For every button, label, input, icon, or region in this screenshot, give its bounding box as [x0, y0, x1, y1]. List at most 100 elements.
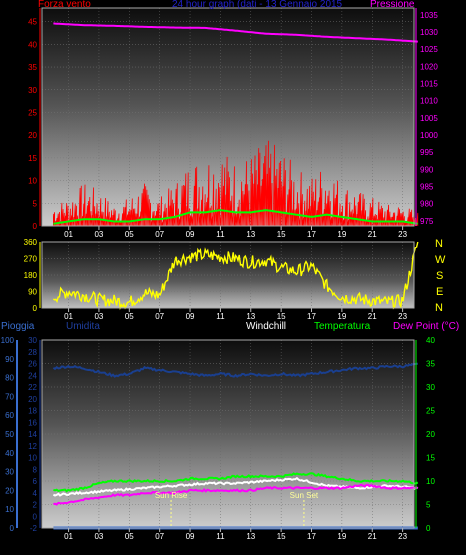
humidity-y-tick-label: 30 [28, 336, 37, 345]
sun-rise-label: Sun Rise [155, 491, 188, 500]
humidity-y-tick-label: 18 [28, 407, 37, 416]
temperature-y-tick-label: 20 [426, 430, 435, 439]
panel-frame [41, 7, 415, 227]
temperature-y-tick-label: 40 [426, 336, 435, 345]
wind-y-tick-label: 5 [33, 199, 38, 208]
rain-y-tick-label: 10 [5, 505, 14, 514]
humidity-y-tick-label: 12 [28, 442, 37, 451]
humidity-y-tick-label: 16 [28, 418, 37, 427]
humidity-y-tick-label: 2 [33, 501, 38, 510]
x-tick-label: 01 [64, 312, 73, 321]
wind-y-tick-label: 15 [28, 154, 37, 163]
dew-point-series [53, 483, 419, 506]
humidity-y-tick-label: 8 [33, 465, 38, 474]
direction-y-tick-label: 90 [28, 288, 37, 297]
wind-y-tick-label: 10 [28, 177, 37, 186]
wind-y-tick-label: 45 [28, 18, 37, 27]
temperature-y-tick-label: 15 [426, 454, 435, 463]
x-tick-label: 17 [307, 532, 316, 541]
direction-y-tick-label: 180 [24, 271, 38, 280]
x-tick-label: 09 [186, 312, 195, 321]
pressure-y-tick-label: 990 [420, 165, 434, 174]
pressure-y-tick-label: 995 [420, 148, 434, 157]
rain-y-tick-label: 70 [5, 392, 14, 401]
humidity-y-tick-label: 20 [28, 395, 37, 404]
x-tick-label: 15 [277, 230, 286, 239]
wind-force-label: Forza vento [38, 0, 91, 10]
x-tick-label: 21 [368, 532, 377, 541]
x-tick-label: 13 [246, 230, 255, 239]
pressure-y-tick-label: 985 [420, 183, 434, 192]
humidity-y-tick-label: 24 [28, 371, 37, 380]
temperature-y-tick-label: 35 [426, 360, 435, 369]
panel-frame [41, 339, 415, 529]
pressure-y-tick-label: 980 [420, 200, 434, 209]
rain-y-tick-label: 100 [1, 336, 15, 345]
dew-point-label: Dew Point (°C) [393, 321, 460, 332]
humidity-y-tick-label: 26 [28, 360, 37, 369]
rain-y-tick-label: 0 [10, 524, 15, 533]
rain-y-tick-label: 30 [5, 468, 14, 477]
pressure-y-tick-label: 1025 [420, 45, 438, 54]
wind-y-tick-label: 0 [33, 222, 38, 231]
panel-frame [41, 241, 415, 309]
direction-letter-e: E [436, 286, 444, 298]
chart-title: 24 hour graph (dati - 13 Gennaio 2015 [172, 0, 343, 10]
pressure-y-tick-label: 1030 [420, 28, 438, 37]
temperature-y-tick-label: 30 [426, 383, 435, 392]
humidity-y-tick-label: -2 [30, 524, 38, 533]
wind-direction-series [53, 241, 419, 311]
humidity-y-tick-label: 14 [28, 430, 37, 439]
direction-letter-n: N [435, 238, 443, 250]
x-tick-label: 09 [186, 230, 195, 239]
humidity-y-tick-label: 0 [33, 512, 38, 521]
humidity-y-tick-label: 10 [28, 454, 37, 463]
x-tick-label: 07 [155, 312, 164, 321]
x-tick-label: 15 [277, 532, 286, 541]
temperature-label: Temperatura [314, 321, 371, 332]
x-tick-label: 21 [368, 312, 377, 321]
x-tick-label: 19 [337, 312, 346, 321]
windchill-series [52, 476, 419, 497]
x-tick-label: 03 [94, 532, 103, 541]
x-tick-label: 03 [94, 312, 103, 321]
humidity-y-tick-label: 28 [28, 348, 37, 357]
temperature-y-tick-label: 0 [426, 524, 431, 533]
x-tick-label: 05 [125, 230, 134, 239]
x-tick-label: 07 [155, 532, 164, 541]
x-tick-label: 19 [337, 230, 346, 239]
wind-y-tick-label: 20 [28, 131, 37, 140]
wind-y-tick-label: 40 [28, 40, 37, 49]
direction-letter-s: S [436, 270, 444, 282]
pressure-label: Pressione [370, 0, 415, 10]
temperature-y-tick-label: 25 [426, 407, 435, 416]
temperature-y-tick-label: 5 [426, 501, 431, 510]
rain-y-tick-label: 40 [5, 449, 14, 458]
x-tick-label: 17 [307, 230, 316, 239]
pressure-y-tick-label: 1020 [420, 62, 438, 71]
pressure-series [53, 22, 418, 43]
x-tick-label: 03 [94, 230, 103, 239]
x-tick-label: 05 [125, 312, 134, 321]
x-tick-label: 11 [216, 230, 225, 239]
rain-label: Pioggia [1, 321, 35, 332]
humidity-series [52, 362, 418, 378]
rain-y-tick-label: 90 [5, 355, 14, 364]
x-tick-label: 01 [64, 230, 73, 239]
rain-y-tick-label: 80 [5, 374, 14, 383]
x-tick-label: 13 [246, 312, 255, 321]
x-tick-label: 15 [277, 312, 286, 321]
wind-y-tick-label: 35 [28, 63, 37, 72]
direction-y-tick-label: 360 [24, 238, 38, 247]
x-tick-label: 23 [398, 312, 407, 321]
wind-y-tick-label: 25 [28, 108, 37, 117]
pressure-y-tick-label: 1005 [420, 114, 438, 123]
direction-y-tick-label: 270 [24, 255, 38, 264]
x-tick-label: 19 [337, 532, 346, 541]
humidity-label: Umidita [66, 321, 100, 332]
humidity-y-tick-label: 4 [33, 489, 38, 498]
x-tick-label: 11 [216, 312, 225, 321]
direction-letter-w: W [435, 254, 446, 266]
x-tick-label: 11 [216, 532, 225, 541]
